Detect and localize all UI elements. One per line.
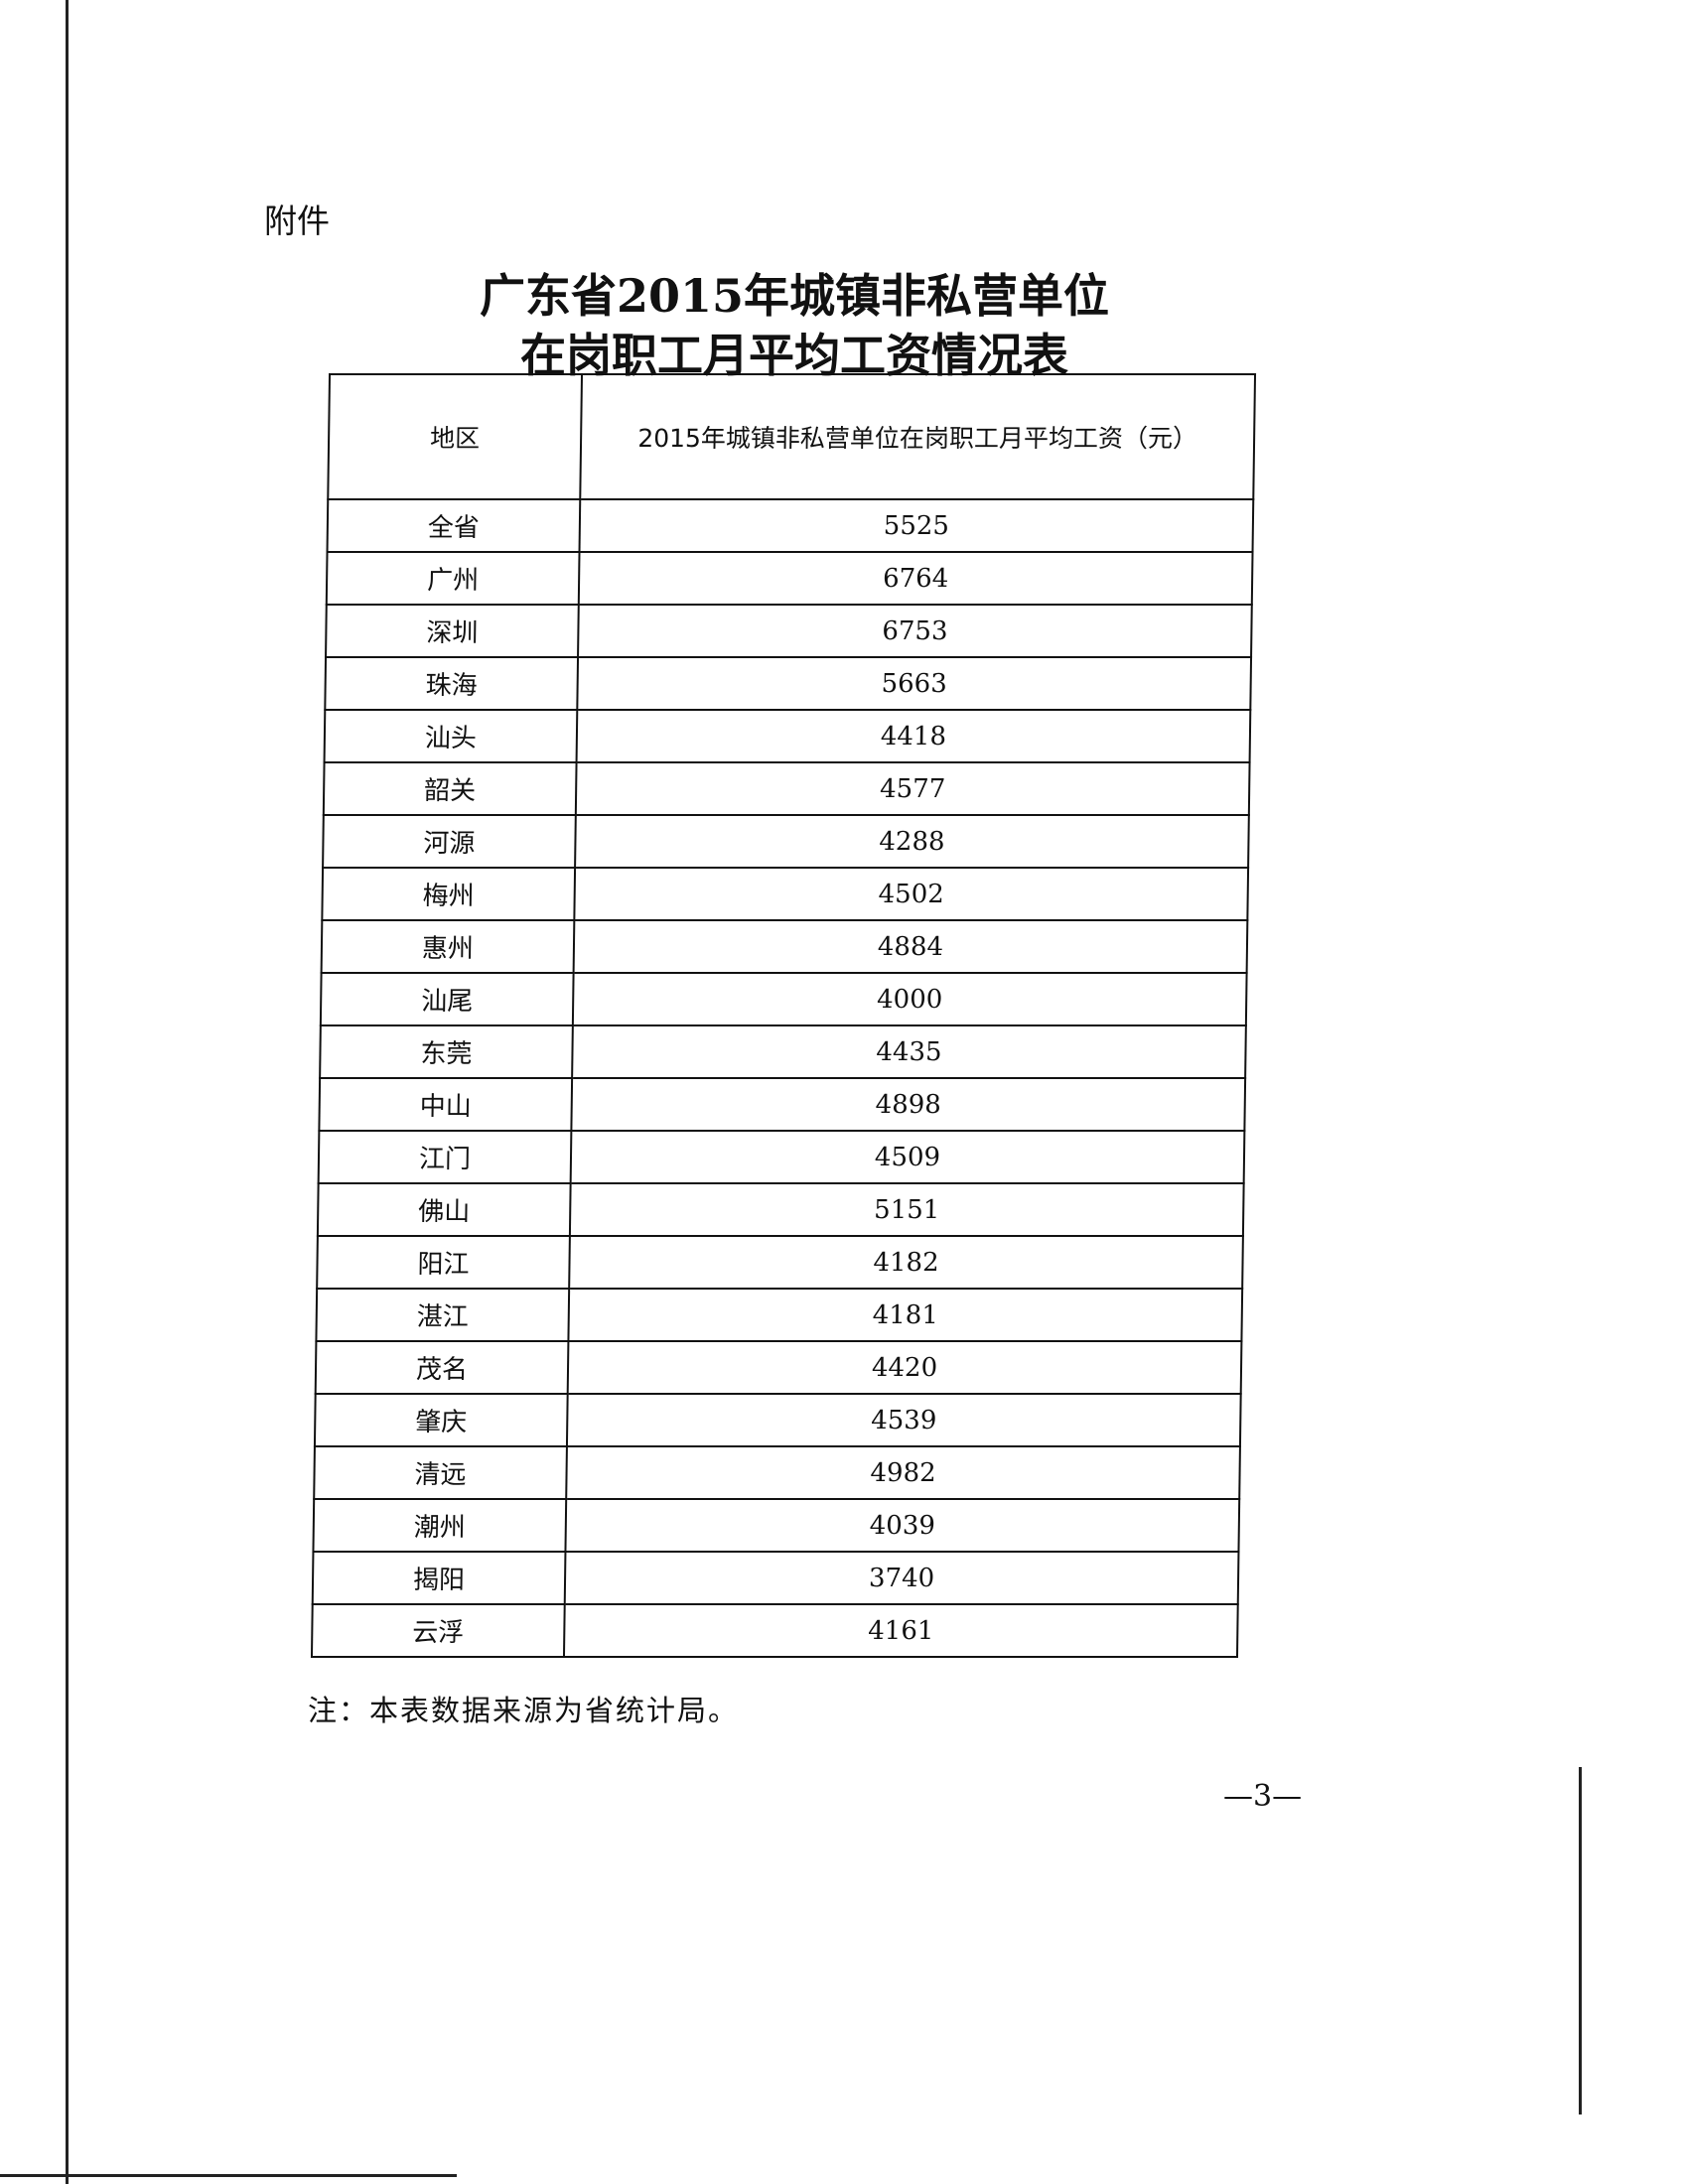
table-row: 中山 4898 [319,1078,1246,1131]
wage-cell: 5525 [579,499,1254,552]
region-cell: 清远 [314,1446,567,1499]
region-cell: 茂名 [315,1341,569,1394]
source-note: 注：本表数据来源为省统计局。 [308,1694,740,1727]
table-row: 河源 4288 [323,815,1249,868]
wage-cell: 4161 [563,1604,1238,1657]
table-row: 湛江 4181 [316,1289,1243,1341]
wage-table: 地区 2015年城镇非私营单位在岗职工月平均工资（元） 全省 5525 广州 6764… [311,373,1256,1658]
attachment-label: 附件 [264,202,330,240]
scan-edge-right [1579,1767,1582,2115]
table-row: 江门 4509 [318,1131,1245,1183]
region-cell: 佛山 [317,1183,571,1236]
document-title-line1: 广东省2015年城镇非私营单位 [479,269,1110,323]
wage-cell: 5151 [569,1183,1244,1236]
table-row: 潮州 4039 [313,1499,1240,1552]
region-cell: 深圳 [326,605,579,657]
wage-cell: 4420 [567,1341,1242,1394]
region-cell: 梅州 [322,868,576,920]
table-row: 揭阳 3740 [312,1552,1239,1604]
wage-cell: 4884 [573,920,1248,973]
scan-edge-bottom [0,2174,457,2177]
wage-cell: 4288 [575,815,1249,868]
wage-cell: 4502 [574,868,1249,920]
region-cell: 河源 [323,815,576,868]
wage-cell: 4181 [568,1289,1243,1341]
table-row: 茂名 4420 [315,1341,1242,1394]
region-cell: 惠州 [321,920,575,973]
region-cell: 肇庆 [314,1394,568,1446]
table-row: 东莞 4435 [320,1025,1246,1078]
wage-cell: 3740 [564,1552,1239,1604]
table-row: 肇庆 4539 [314,1394,1241,1446]
header-wage: 2015年城镇非私营单位在岗职工月平均工资（元） [580,374,1256,499]
table-row: 佛山 5151 [317,1183,1244,1236]
table-header-row: 地区 2015年城镇非私营单位在岗职工月平均工资（元） [328,374,1256,499]
wage-cell: 4982 [566,1446,1240,1499]
table-row: 汕头 4418 [324,710,1251,762]
table-row: 云浮 4161 [311,1604,1238,1657]
wage-cell: 4039 [565,1499,1240,1552]
region-cell: 广州 [326,552,580,605]
wage-cell: 4000 [572,973,1247,1025]
wage-cell: 4435 [572,1025,1246,1078]
region-cell: 东莞 [320,1025,573,1078]
region-cell: 韶关 [323,762,577,815]
region-cell: 珠海 [325,657,579,710]
table-row: 清远 4982 [314,1446,1240,1499]
table-row: 汕尾 4000 [320,973,1247,1025]
page-number: —3— [1223,1779,1303,1814]
wage-cell: 6753 [578,605,1252,657]
region-cell: 江门 [318,1131,572,1183]
region-cell: 湛江 [316,1289,570,1341]
table-row: 全省 5525 [327,499,1254,552]
wage-cell: 4577 [575,762,1250,815]
region-cell: 揭阳 [312,1552,566,1604]
wage-cell: 6764 [578,552,1253,605]
table-row: 阳江 4182 [317,1236,1243,1289]
scan-edge-left [66,0,69,2184]
region-cell: 中山 [319,1078,573,1131]
region-cell: 阳江 [317,1236,570,1289]
region-cell: 汕头 [324,710,578,762]
region-cell: 潮州 [313,1499,567,1552]
region-cell: 汕尾 [320,973,574,1025]
wage-cell: 4418 [576,710,1251,762]
header-region: 地区 [328,374,583,499]
region-cell: 全省 [327,499,581,552]
wage-cell: 4898 [571,1078,1246,1131]
wage-cell: 4182 [569,1236,1243,1289]
table-row: 梅州 4502 [322,868,1249,920]
wage-cell: 5663 [577,657,1252,710]
table-row: 广州 6764 [326,552,1253,605]
wage-cell: 4509 [570,1131,1245,1183]
wage-cell: 4539 [566,1394,1241,1446]
table-row: 韶关 4577 [323,762,1250,815]
table-row: 深圳 6753 [326,605,1252,657]
region-cell: 云浮 [311,1604,565,1657]
table-row: 珠海 5663 [325,657,1252,710]
document-title-line2: 在岗职工月平均工资情况表 [520,329,1068,382]
table-row: 惠州 4884 [321,920,1248,973]
